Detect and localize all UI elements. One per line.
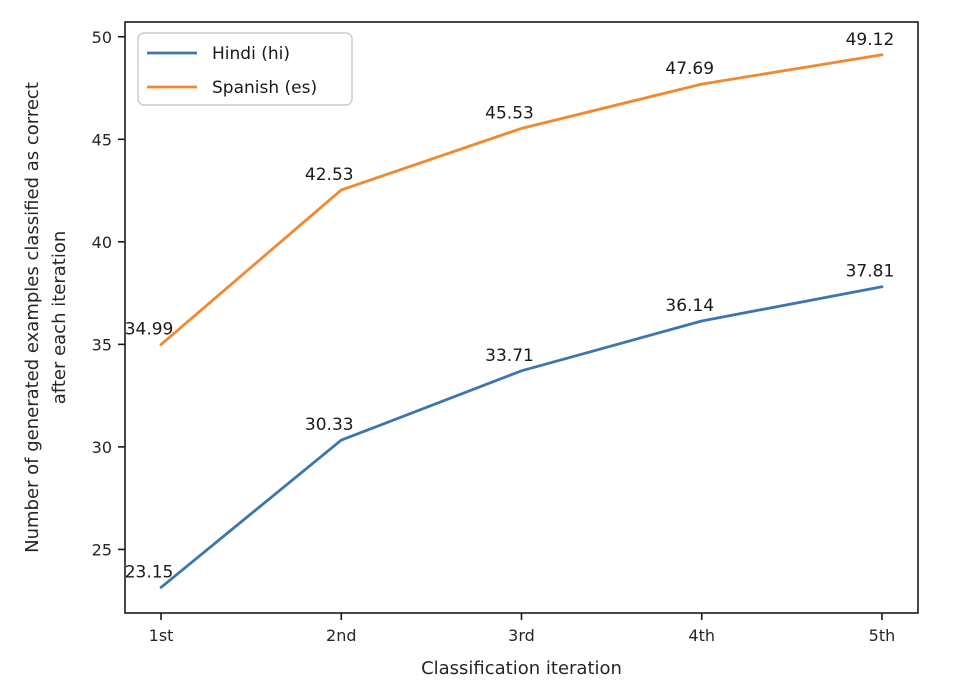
- data-label: 47.69: [665, 59, 714, 79]
- x-tick-label: 2nd: [326, 626, 356, 645]
- x-tick-label: 4th: [688, 626, 715, 645]
- legend-label-spanish: Spanish (es): [212, 78, 317, 98]
- y-tick-label: 45: [92, 130, 112, 149]
- data-label: 34.99: [125, 320, 174, 340]
- y-tick-label: 25: [92, 540, 112, 559]
- data-label: 30.33: [305, 415, 354, 435]
- data-label: 37.81: [846, 262, 895, 282]
- x-tick-label: 1st: [149, 626, 174, 645]
- y-tick-label: 35: [92, 335, 112, 354]
- data-label: 23.15: [125, 562, 174, 582]
- series-line-hindi: [159, 285, 884, 589]
- legend-label-hindi: Hindi (hi): [212, 44, 290, 64]
- x-tick-label: 3rd: [508, 626, 535, 645]
- x-tick-label: 5th: [869, 626, 896, 645]
- data-label: 36.14: [665, 296, 714, 316]
- y-tick-label: 50: [92, 28, 112, 47]
- data-label: 45.53: [485, 103, 534, 123]
- y-axis-title-line2: after each iteration: [49, 231, 70, 404]
- series-line-spanish: [159, 53, 884, 347]
- y-axis-title-line1: Number of generated examples classified …: [22, 82, 43, 553]
- data-label: 49.12: [846, 30, 895, 50]
- data-label: 33.71: [485, 346, 534, 366]
- data-label: 42.53: [305, 165, 354, 185]
- y-tick-label: 40: [92, 233, 112, 252]
- y-tick-label: 30: [92, 438, 112, 457]
- x-axis-title: Classification iteration: [421, 658, 622, 679]
